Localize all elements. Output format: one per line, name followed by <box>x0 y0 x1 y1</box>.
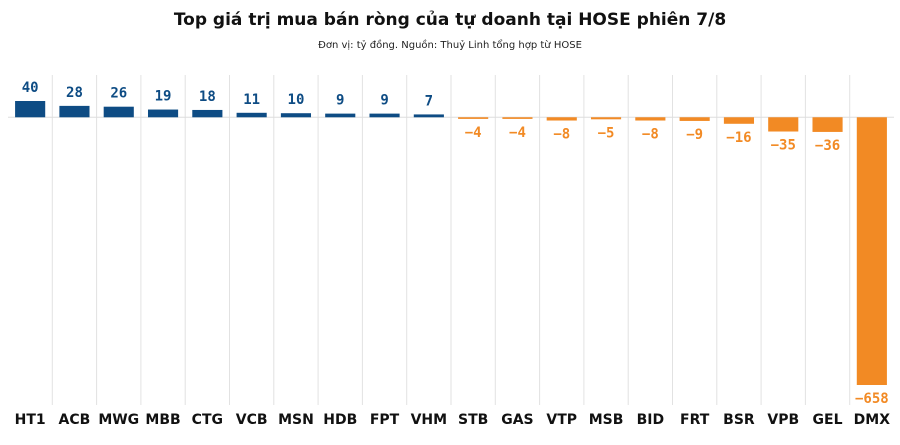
x-tick-label: VTP <box>546 412 577 428</box>
bar <box>635 117 666 121</box>
value-label: 40 <box>22 80 39 96</box>
bar <box>59 105 90 118</box>
bar <box>147 109 179 118</box>
x-tick-label: BID <box>637 412 665 428</box>
x-tick-label: MWG <box>98 412 139 428</box>
value-label: −35 <box>771 138 796 154</box>
x-tick-label: DMX <box>854 412 891 428</box>
bar <box>458 117 489 119</box>
x-tick-label: VPB <box>767 412 799 428</box>
x-tick-label: VHM <box>411 412 447 428</box>
x-tick-label: VCB <box>236 412 268 428</box>
value-label: 9 <box>336 93 344 109</box>
x-tick-label: GEL <box>813 412 843 428</box>
value-label: 26 <box>110 86 127 102</box>
bar <box>768 117 799 132</box>
value-label: 7 <box>425 93 433 109</box>
x-tick-label: HT1 <box>15 412 46 428</box>
bar <box>192 109 223 118</box>
value-label: −4 <box>509 125 526 141</box>
bar <box>413 114 444 118</box>
x-tick-label: GAS <box>501 412 533 428</box>
x-tick-label: BSR <box>723 412 755 428</box>
bar <box>15 101 46 118</box>
value-label: −8 <box>642 127 659 143</box>
value-label: −16 <box>726 130 751 146</box>
value-label: −4 <box>465 125 482 141</box>
x-tick-label: CTG <box>192 412 223 428</box>
value-label: 19 <box>155 89 172 105</box>
value-label: 10 <box>288 92 305 108</box>
value-label: 11 <box>243 92 260 108</box>
x-tick-label: FRT <box>680 412 710 428</box>
x-tick-label: MSN <box>278 412 314 428</box>
value-label: 28 <box>66 85 83 101</box>
bar <box>723 117 755 124</box>
bar <box>236 112 267 118</box>
value-label: −5 <box>598 125 615 141</box>
x-tick-label: STB <box>458 412 488 428</box>
bar <box>103 106 134 118</box>
bar <box>679 117 710 121</box>
value-label: 18 <box>199 89 216 105</box>
bar <box>590 117 622 120</box>
x-tick-label: MSB <box>589 412 624 428</box>
value-label: 9 <box>380 93 388 109</box>
value-label: −9 <box>686 127 703 143</box>
bar <box>546 117 577 121</box>
bar <box>280 113 312 118</box>
value-label: −36 <box>815 138 840 154</box>
value-label: −8 <box>553 127 570 143</box>
bar <box>369 113 400 118</box>
bar <box>325 113 356 118</box>
chart-title: Top giá trị mua bán ròng của tự doanh tạ… <box>174 10 726 30</box>
bar <box>502 117 533 119</box>
value-label: −658 <box>855 391 889 407</box>
bar <box>856 117 887 385</box>
x-tick-label: HDB <box>323 412 357 428</box>
chart-subtitle: Đơn vị: tỷ đồng. Nguồn: Thuỷ Linh tổng h… <box>318 38 582 51</box>
x-tick-label: FPT <box>370 412 400 428</box>
x-tick-label: ACB <box>59 412 91 428</box>
bar <box>812 117 843 132</box>
x-tick-label: MBB <box>145 412 180 428</box>
